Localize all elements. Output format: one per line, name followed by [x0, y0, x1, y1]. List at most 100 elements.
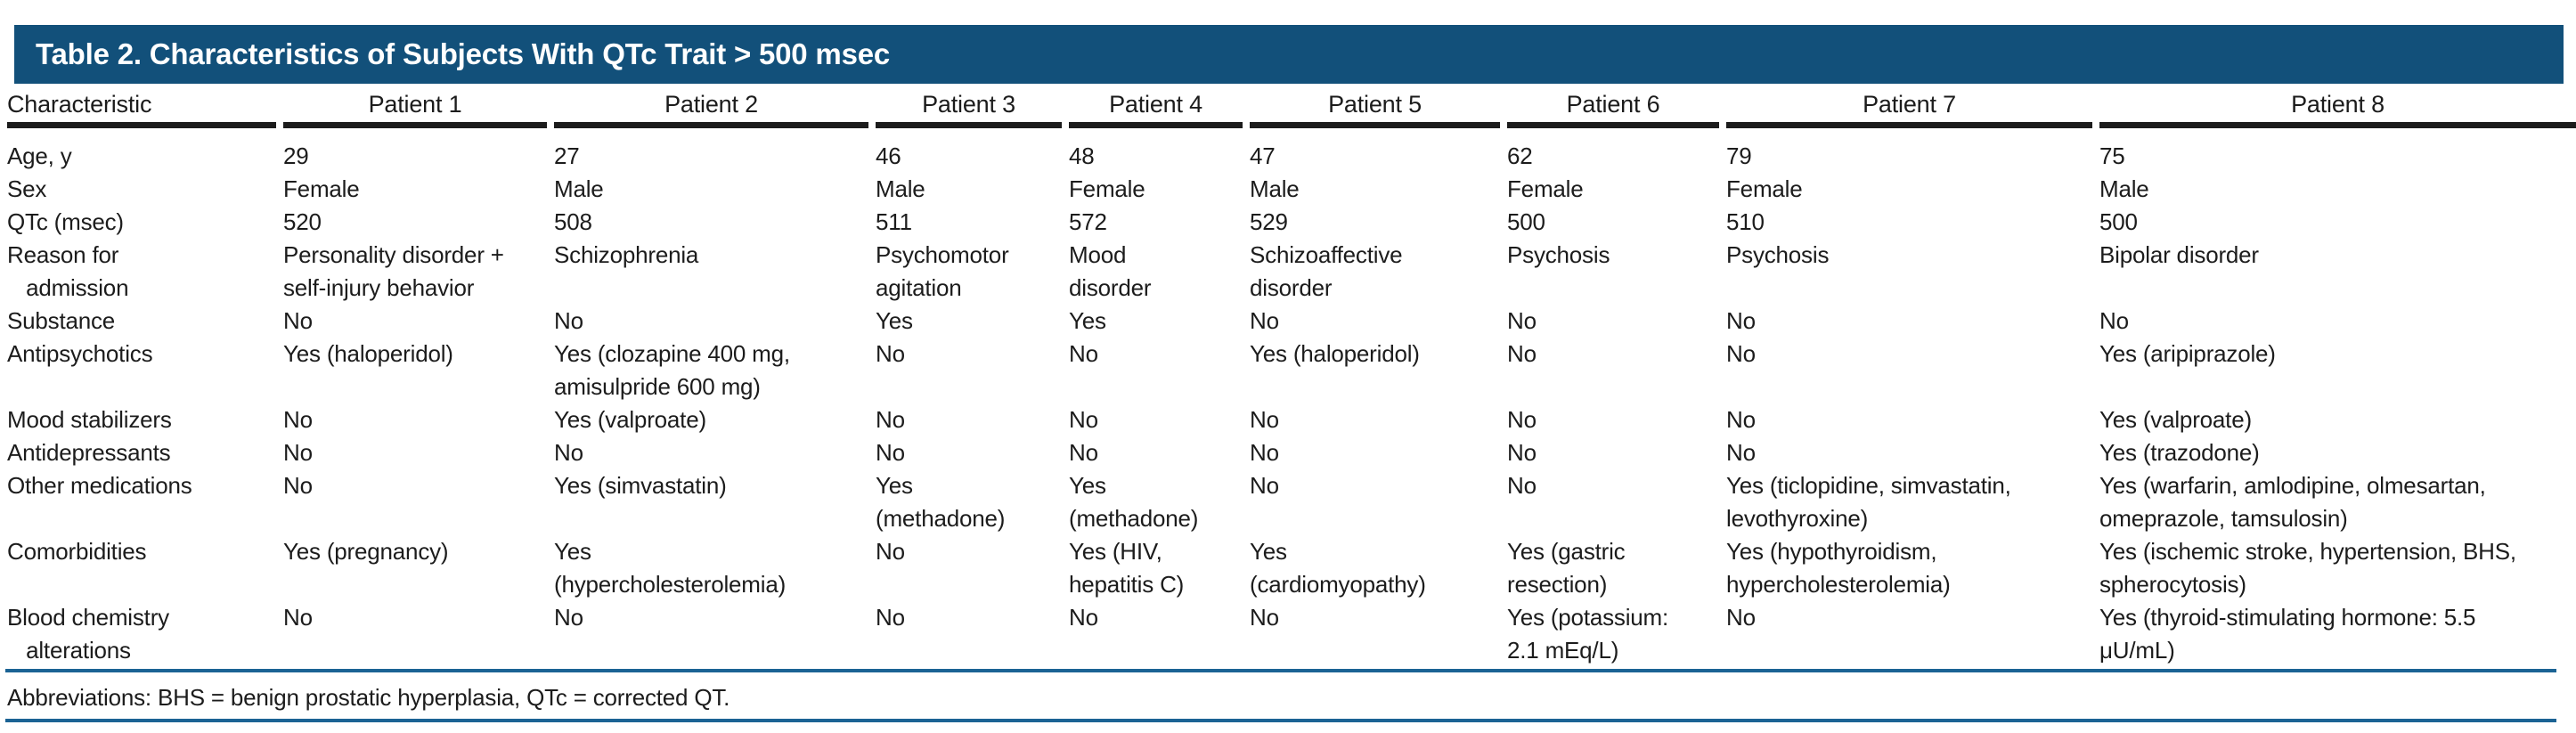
table-cell: Yes (haloperidol) — [1250, 340, 1420, 367]
table-cell: No — [876, 538, 905, 565]
table-cell: No — [876, 340, 905, 367]
column-header-patient-8: Patient 8 — [2099, 89, 2576, 128]
table-cell: No — [1069, 604, 1098, 631]
table-cell: No — [1507, 439, 1537, 466]
table-cell: Female — [1726, 175, 1803, 202]
table-cell: 500 — [1507, 208, 1545, 235]
table-cell: Male — [876, 175, 925, 202]
table-cell: No — [1507, 406, 1537, 433]
table-cell: No — [1726, 406, 1756, 433]
table-cell: 62 — [1507, 143, 1533, 169]
table-cell: Yes (pregnancy) — [283, 538, 449, 565]
table-cell: No — [283, 604, 313, 631]
table-cell: Female — [1069, 175, 1145, 202]
table-cell: 27 — [554, 143, 580, 169]
row-label: Antipsychotics — [7, 340, 153, 367]
table-cell: No — [1250, 604, 1279, 631]
table-cell: 529 — [1250, 208, 1288, 235]
table-cell: No — [283, 439, 313, 466]
characteristics-table: Characteristic Patient 1 Patient 2 Patient … — [7, 89, 2576, 667]
table-cell: 48 — [1069, 143, 1095, 169]
table-cell: Yes (trazodone) — [2099, 439, 2260, 466]
table-cell: Yes — [876, 307, 913, 334]
table-cell: Schizophrenia — [554, 241, 699, 268]
table-cell: Male — [554, 175, 604, 202]
table-cell: No — [1726, 439, 1756, 466]
table-cell: No — [554, 604, 583, 631]
row-label: Antidepressants — [7, 439, 171, 466]
table-title: Table 2. Characteristics of Subjects Wit… — [36, 37, 891, 70]
table-cell: Female — [1507, 175, 1584, 202]
table-cell: 79 — [1726, 143, 1752, 169]
table-cell: Yes (potassium: 2.1 mEq/L) — [1507, 604, 1669, 664]
row-label: Sex — [7, 175, 47, 202]
table-cell: No — [283, 472, 313, 499]
table-cell: No — [1507, 472, 1537, 499]
column-header-patient-6: Patient 6 — [1507, 89, 1719, 128]
table-cell: No — [1250, 439, 1279, 466]
table-cell: 46 — [876, 143, 901, 169]
table-cell: Yes (haloperidol) — [283, 340, 453, 367]
table-cell: 520 — [283, 208, 322, 235]
column-header-patient-1: Patient 1 — [283, 89, 547, 128]
table-cell: No — [1250, 472, 1279, 499]
table-cell: Yes (HIV, hepatitis C) — [1069, 538, 1185, 598]
table-bottom-rule — [5, 719, 2556, 722]
table-cell: Female — [283, 175, 360, 202]
table-cell: Psychosis — [1507, 241, 1610, 268]
table-cell: Yes (hypercholesterolemia) — [554, 538, 787, 598]
row-label: QTc (msec) — [7, 208, 124, 235]
table-cell: 75 — [2099, 143, 2125, 169]
column-header-patient-5: Patient 5 — [1250, 89, 1500, 128]
table-cell: Yes (thyroid-stimulating hormone: 5.5 μU… — [2099, 604, 2476, 664]
table-cell: Yes (warfarin, amlodipine, olmesartan, o… — [2099, 472, 2486, 532]
table-cell: No — [283, 406, 313, 433]
table-cell: 572 — [1069, 208, 1107, 235]
table-cell: Yes (cardiomyopathy) — [1250, 538, 1426, 598]
row-label: Other medications — [7, 472, 192, 499]
table-cell: 510 — [1726, 208, 1765, 235]
table-cell: Yes (valproate) — [2099, 406, 2252, 433]
table-cell: Yes (gastric resection) — [1507, 538, 1626, 598]
table-cell: 29 — [283, 143, 309, 169]
abbreviations-footnote: Abbreviations: BHS = benign prostatic hy… — [7, 684, 730, 711]
table-cell: Yes (methadone) — [876, 472, 1006, 532]
row-label: Blood chemistry alterations — [7, 604, 169, 664]
table-cell: No — [1507, 340, 1537, 367]
column-header-patient-7: Patient 7 — [1726, 89, 2092, 128]
row-label: Age, y — [7, 143, 72, 169]
table-cell: 511 — [876, 208, 912, 235]
table-cell: No — [554, 307, 583, 334]
table-cell: 508 — [554, 208, 592, 235]
table-cell: Yes (ticlopidine, simvastatin, levothyro… — [1726, 472, 2011, 532]
table-cell: No — [1726, 307, 1756, 334]
table-cell: No — [1069, 439, 1098, 466]
table-cell: Mood disorder — [1069, 241, 1152, 301]
table-cell: Psychosis — [1726, 241, 1830, 268]
column-header-patient-2: Patient 2 — [554, 89, 868, 128]
row-label: Reason for admission — [7, 241, 129, 301]
table-cell: Personality disorder + self-injury behav… — [283, 241, 504, 301]
table-cell: Schizoaffective disorder — [1250, 241, 1403, 301]
table-cell: No — [1507, 307, 1537, 334]
table-cell: No — [2099, 307, 2129, 334]
table-cell: No — [554, 439, 583, 466]
table-cell: Psychomotor agitation — [876, 241, 1009, 301]
row-label: Comorbidities — [7, 538, 147, 565]
table-cell: 500 — [2099, 208, 2138, 235]
table-cell: No — [1726, 604, 1756, 631]
table-cell: Male — [2099, 175, 2149, 202]
table-cell: No — [876, 439, 905, 466]
table-cell: Yes (aripiprazole) — [2099, 340, 2276, 367]
table-cell: Yes (hypothyroidism, hypercholesterolemi… — [1726, 538, 1951, 598]
table-cell: Yes (simvastatin) — [554, 472, 727, 499]
table-cell: Yes — [1069, 307, 1106, 334]
table-cell: Yes (clozapine 400 mg, amisulpride 600 m… — [554, 340, 790, 400]
table-cell: Male — [1250, 175, 1300, 202]
table-cell: Yes (ischemic stroke, hypertension, BHS,… — [2099, 538, 2516, 598]
table-cell: No — [1250, 406, 1279, 433]
table-cell: Yes (valproate) — [554, 406, 706, 433]
table-cell: No — [1726, 340, 1756, 367]
table-cell: No — [1069, 340, 1098, 367]
